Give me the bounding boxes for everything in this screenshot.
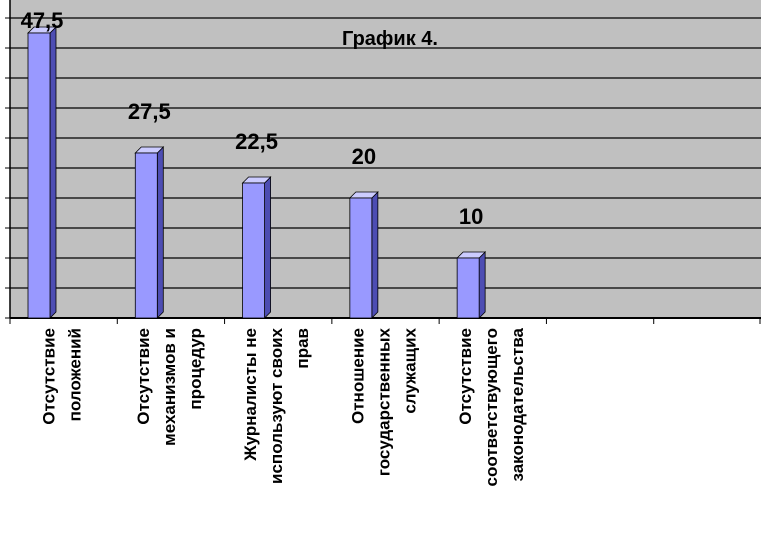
chart-title: График 4. [342,28,438,50]
x-tick-label: Журналисты не используют своих прав [242,327,313,484]
bar-side [371,191,379,319]
data-label: 20 [352,144,376,169]
bar [349,197,373,319]
bar [242,182,265,319]
bar [134,152,158,319]
x-tick-label: Отношение государственных служащих [349,327,420,476]
bar [456,257,480,319]
data-label: 47,5 [21,8,64,33]
bar-side [478,251,486,319]
x-tick-label: Отсутствие соответствующего законодательст… [456,327,527,486]
data-label: 10 [459,204,483,229]
bar-side [156,146,164,319]
x-tick-label: Отсутствие механизмов и процедур [134,328,205,446]
data-label: 27,5 [128,99,171,124]
bar-side [264,176,271,319]
bar [27,32,51,319]
x-tick-label: Отсутствие положений [40,328,85,425]
bar-side [49,26,57,319]
data-label: 22,5 [235,129,278,154]
